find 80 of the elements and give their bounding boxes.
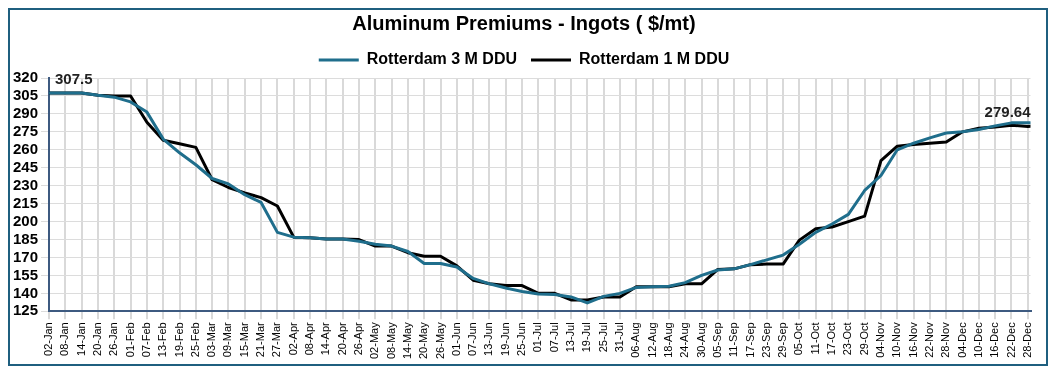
x-tick-label: 01-Feb (123, 322, 136, 358)
x-tick-label: 06-Aug (629, 322, 642, 358)
x-tick-label: 22-Nov (922, 321, 935, 358)
y-tick-label: 140 (13, 283, 39, 301)
x-tick-label: 11-Sep (727, 322, 740, 357)
y-tick-label: 200 (13, 211, 39, 229)
x-tick-label: 07-Jul (547, 322, 560, 353)
x-tick-label: 13-Jun (482, 322, 495, 356)
legend-label: Rotterdam 1 M DDU (579, 50, 730, 68)
x-tick-label: 14-Jan (74, 322, 87, 356)
x-tick-label: 13-Jul (564, 322, 577, 353)
x-tick-label: 26-Apr (352, 322, 364, 356)
legend-label: Rotterdam 3 M DDU (366, 50, 517, 68)
x-tick-label: 03-Mar (205, 321, 218, 358)
x-tick-label: 02-Jan (42, 322, 55, 356)
x-tick-label: 05-Oct (792, 322, 805, 356)
x-tick-label: 05-Sep (710, 322, 723, 358)
x-tick-label: 27-Mar (270, 321, 283, 358)
x-tick-label: 02-May (368, 321, 381, 360)
x-tick-label: 20-May (417, 321, 430, 360)
y-tick-label: 245 (13, 157, 39, 175)
x-tick-label: 04-Dec (955, 321, 968, 358)
chart-title: Aluminum Premiums - Ingots ( $/mt) (352, 11, 696, 34)
x-tick-label: 29-Sep (776, 322, 789, 358)
x-tick-label: 18-Aug (661, 322, 674, 358)
y-tick-label: 260 (13, 139, 39, 157)
annotation: 279.64 (984, 102, 1032, 120)
y-tick-label: 125 (13, 301, 39, 319)
x-tick-label: 08-May (384, 321, 397, 360)
x-tick-label: 23-Sep (759, 322, 772, 358)
annotation: 307.5 (55, 69, 93, 87)
x-tick-label: 28-Dec (1020, 321, 1033, 358)
x-tick-label: 10-Nov (890, 321, 903, 358)
x-tick-label: 07-Feb (139, 322, 152, 358)
x-tick-label: 11-Oct (808, 322, 821, 355)
x-tick-label: 21-Mar (254, 321, 267, 358)
x-tick-label: 13-Feb (156, 322, 169, 358)
x-tick-label: 15-Mar (237, 321, 250, 358)
x-tick-label: 25-Jul (596, 322, 609, 353)
y-tick-label: 230 (13, 175, 39, 193)
x-tick-label: 31-Jul (613, 322, 625, 353)
y-tick-label: 290 (13, 104, 39, 122)
x-tick-label: 14-Apr (319, 322, 332, 356)
x-tick-label: 26-May (433, 321, 446, 360)
x-tick-label: 17-Sep (743, 322, 756, 358)
y-tick-label: 275 (13, 121, 39, 139)
x-tick-label: 08-Apr (303, 322, 316, 356)
x-tick-label: 24-Aug (678, 322, 691, 358)
x-tick-label: 10-Dec (971, 321, 984, 358)
x-tick-label: 19-Jun (498, 322, 511, 356)
y-tick-label: 155 (13, 265, 39, 283)
x-tick-label: 09-Mar (221, 321, 234, 358)
y-tick-label: 320 (13, 68, 39, 86)
x-tick-label: 02-Apr (286, 322, 299, 356)
x-tick-label: 26-Jan (107, 322, 120, 356)
x-tick-label: 30-Aug (694, 322, 707, 358)
x-tick-label: 20-Apr (335, 322, 348, 356)
y-tick-label: 185 (13, 229, 39, 247)
x-tick-label: 20-Jan (91, 322, 103, 356)
x-tick-label: 23-Oct (841, 322, 854, 356)
y-tick-label: 170 (13, 247, 39, 265)
x-tick-label: 12-Aug (645, 322, 658, 358)
x-tick-label: 17-Oct (825, 322, 838, 356)
y-tick-label: 305 (13, 86, 39, 104)
y-tick-label: 215 (13, 193, 39, 211)
x-tick-label: 14-May (400, 321, 413, 360)
x-tick-label: 22-Dec (1004, 321, 1017, 358)
x-tick-label: 16-Nov (906, 321, 919, 358)
x-tick-label: 16-Dec (988, 321, 1001, 358)
x-tick-label: 01-Jul (531, 322, 544, 353)
x-tick-label: 04-Nov (874, 321, 886, 358)
x-tick-label: 25-Jun (515, 322, 528, 356)
x-tick-label: 29-Oct (857, 322, 870, 356)
x-tick-label: 01-Jun (449, 322, 462, 356)
x-tick-label: 07-Jun (466, 322, 479, 356)
x-tick-label: 19-Jul (580, 322, 593, 353)
x-tick-label: 28-Nov (939, 321, 952, 358)
x-tick-label: 25-Feb (188, 322, 201, 358)
x-tick-label: 19-Feb (172, 322, 185, 358)
x-tick-label: 08-Jan (58, 322, 71, 356)
